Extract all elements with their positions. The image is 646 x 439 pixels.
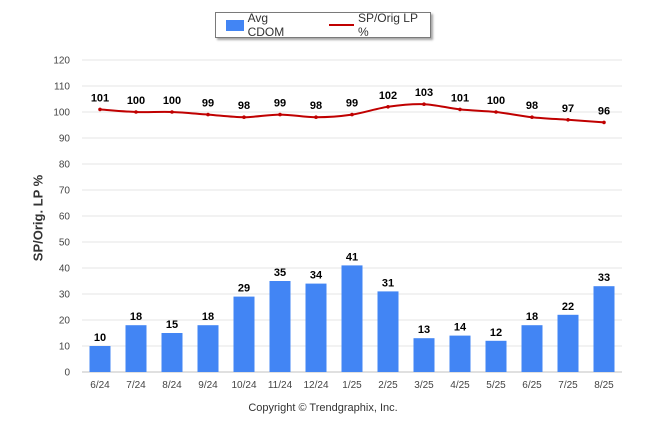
x-tick-label: 4/25	[450, 380, 470, 391]
line-point	[602, 120, 606, 125]
line-data-label: 99	[346, 98, 358, 110]
bar	[485, 340, 507, 372]
bar	[449, 335, 471, 372]
x-tick-label: 3/25	[414, 380, 434, 391]
y-tick-label: 70	[59, 186, 71, 197]
line-data-label: 101	[91, 92, 109, 104]
x-tick-label: 6/24	[90, 380, 110, 391]
bar	[593, 286, 615, 372]
bar	[89, 346, 111, 372]
line-data-label: 96	[598, 105, 610, 117]
bar	[269, 281, 291, 372]
line-point	[494, 110, 498, 114]
legend-label-avg-cdom: Avg CDOM	[247, 11, 285, 39]
x-tick-label: 5/25	[486, 380, 506, 391]
bar-data-label: 13	[418, 324, 430, 336]
y-tick-label: 90	[59, 134, 71, 145]
legend-item-avg-cdom: Avg CDOM	[226, 11, 307, 39]
x-tick-label: 9/24	[198, 380, 218, 391]
line-data-label: 100	[487, 95, 505, 107]
bar	[341, 265, 363, 372]
bar-data-label: 41	[346, 251, 358, 263]
bar-data-label: 33	[598, 272, 610, 284]
line-point	[314, 115, 318, 119]
bar-data-label: 22	[562, 301, 574, 313]
y-tick-label: 110	[54, 82, 70, 93]
bar-data-label: 12	[490, 327, 502, 339]
bar	[233, 296, 255, 372]
bar-data-label: 14	[454, 322, 467, 334]
bar-data-label: 18	[526, 311, 538, 323]
y-tick-label: 30	[59, 290, 71, 301]
y-axis-title: SP/Orig. LP %	[30, 174, 46, 262]
x-tick-label: 7/25	[558, 380, 578, 391]
bar	[161, 333, 183, 372]
line-data-label: 99	[202, 98, 214, 110]
line-data-label: 100	[163, 95, 181, 107]
line-point	[278, 112, 282, 117]
y-tick-label: 120	[53, 56, 70, 67]
line-point	[206, 112, 210, 117]
line-data-label: 98	[526, 100, 538, 112]
line-point	[350, 112, 354, 117]
x-tick-label: 7/24	[126, 380, 146, 391]
y-tick-label: 60	[59, 212, 71, 223]
x-tick-label: 1/25	[342, 380, 362, 391]
x-tick-label: 8/24	[162, 380, 182, 391]
y-tick-label: 50	[59, 238, 71, 249]
bar	[377, 291, 399, 372]
line-data-label: 98	[238, 100, 250, 112]
legend-label-sp-orig-lp: SP/Orig LP %	[357, 11, 418, 39]
line-point	[566, 118, 570, 122]
legend: Avg CDOM SP/Orig LP %	[215, 11, 431, 39]
x-tick-label: 2/25	[378, 380, 398, 391]
line-data-label: 102	[379, 90, 397, 102]
copyright-credit: Copyright © Trendgraphix, Inc.	[248, 402, 398, 414]
bar-data-label: 35	[274, 267, 286, 279]
bar-data-label: 29	[238, 283, 250, 295]
bar	[521, 325, 543, 372]
bar-data-label: 34	[310, 270, 323, 282]
line-data-label: 100	[127, 95, 145, 107]
line-point	[386, 105, 390, 109]
bar	[413, 338, 435, 372]
line-point	[134, 110, 138, 114]
legend-swatch-line	[328, 24, 354, 26]
line-point	[98, 107, 102, 112]
y-tick-label: 0	[64, 368, 70, 379]
line-data-label: 98	[310, 100, 322, 112]
x-tick-label: 11/24	[268, 380, 293, 391]
x-tick-label: 8/25	[594, 380, 614, 391]
y-tick-label: 40	[59, 264, 71, 275]
y-tick-label: 100	[53, 108, 70, 119]
line-point	[530, 115, 534, 119]
bar-data-label: 18	[130, 311, 142, 323]
bar	[305, 283, 327, 372]
bar-data-label: 10	[94, 332, 106, 344]
x-tick-label: 10/24	[231, 380, 256, 391]
bar	[557, 314, 579, 372]
line-point	[458, 107, 462, 112]
legend-swatch-bar	[226, 19, 244, 31]
bar-data-label: 15	[166, 319, 178, 331]
line-data-label: 101	[451, 92, 469, 104]
y-tick-label: 10	[59, 342, 71, 353]
line-data-label: 103	[415, 87, 433, 99]
y-tick-label: 20	[59, 316, 71, 327]
x-tick-label: 12/24	[303, 380, 328, 391]
bar-data-label: 18	[202, 311, 214, 323]
line-point	[170, 110, 174, 114]
y-tick-label: 80	[59, 160, 71, 171]
bar	[125, 325, 147, 372]
bar	[197, 325, 219, 372]
line-point	[422, 102, 426, 106]
bar-data-label: 31	[382, 277, 394, 289]
line-point	[242, 115, 246, 119]
line-data-label: 97	[562, 103, 574, 115]
x-tick-label: 6/25	[522, 380, 542, 391]
line-data-label: 99	[274, 98, 286, 110]
legend-item-sp-orig-lp: SP/Orig LP %	[328, 11, 430, 39]
